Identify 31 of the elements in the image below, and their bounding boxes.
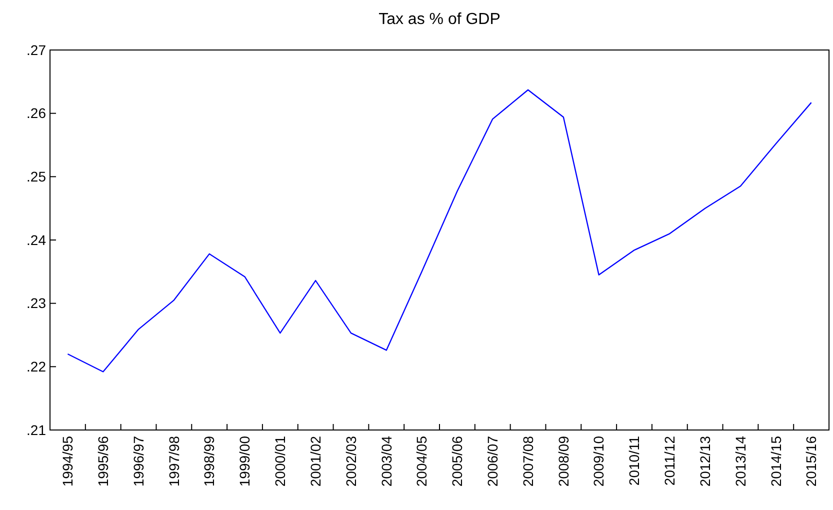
x-tick-label: 2008/09 [555,436,572,487]
x-tick-label: 2011/12 [662,436,678,486]
x-tick-label: 2001/02 [307,436,324,487]
x-tick-label: 1995/96 [95,436,112,487]
x-tick-label: 2004/05 [414,436,430,487]
x-tick-label: 1994/95 [60,436,76,487]
y-tick-label: .25 [26,168,46,185]
line-series [67,89,812,372]
y-tick-label: .23 [26,295,46,312]
x-tick-label: 1997/98 [166,436,182,487]
x-tick-label: 1998/99 [201,436,218,487]
x-tick-label: 2006/07 [484,436,501,487]
x-tick-label: 2012/13 [696,436,713,487]
x-tick-label: 2010/11 [626,436,642,486]
x-tick-label: 2000/01 [272,436,288,487]
chart-title: Tax as % of GDP [378,11,500,28]
x-tick-label: 2015/16 [803,436,820,487]
y-tick-label: .26 [26,105,46,122]
y-tick-label: .21 [26,422,46,438]
x-tick-label: 2002/03 [342,436,359,487]
x-tick-label: 2007/08 [520,436,536,487]
x-tick-label: 2005/06 [449,436,466,487]
y-tick-label: .24 [26,232,46,248]
x-tick-label: 2014/15 [768,436,784,487]
x-tick-label: 1996/97 [130,436,146,487]
x-tick-label: 2003/04 [378,436,394,487]
x-tick-label: 2013/14 [732,436,748,487]
x-tick-label: 2009/10 [590,436,607,487]
x-tick-label: 1999/00 [236,436,253,487]
y-tick-label: .27 [26,42,46,58]
y-tick-label: .22 [26,358,46,375]
